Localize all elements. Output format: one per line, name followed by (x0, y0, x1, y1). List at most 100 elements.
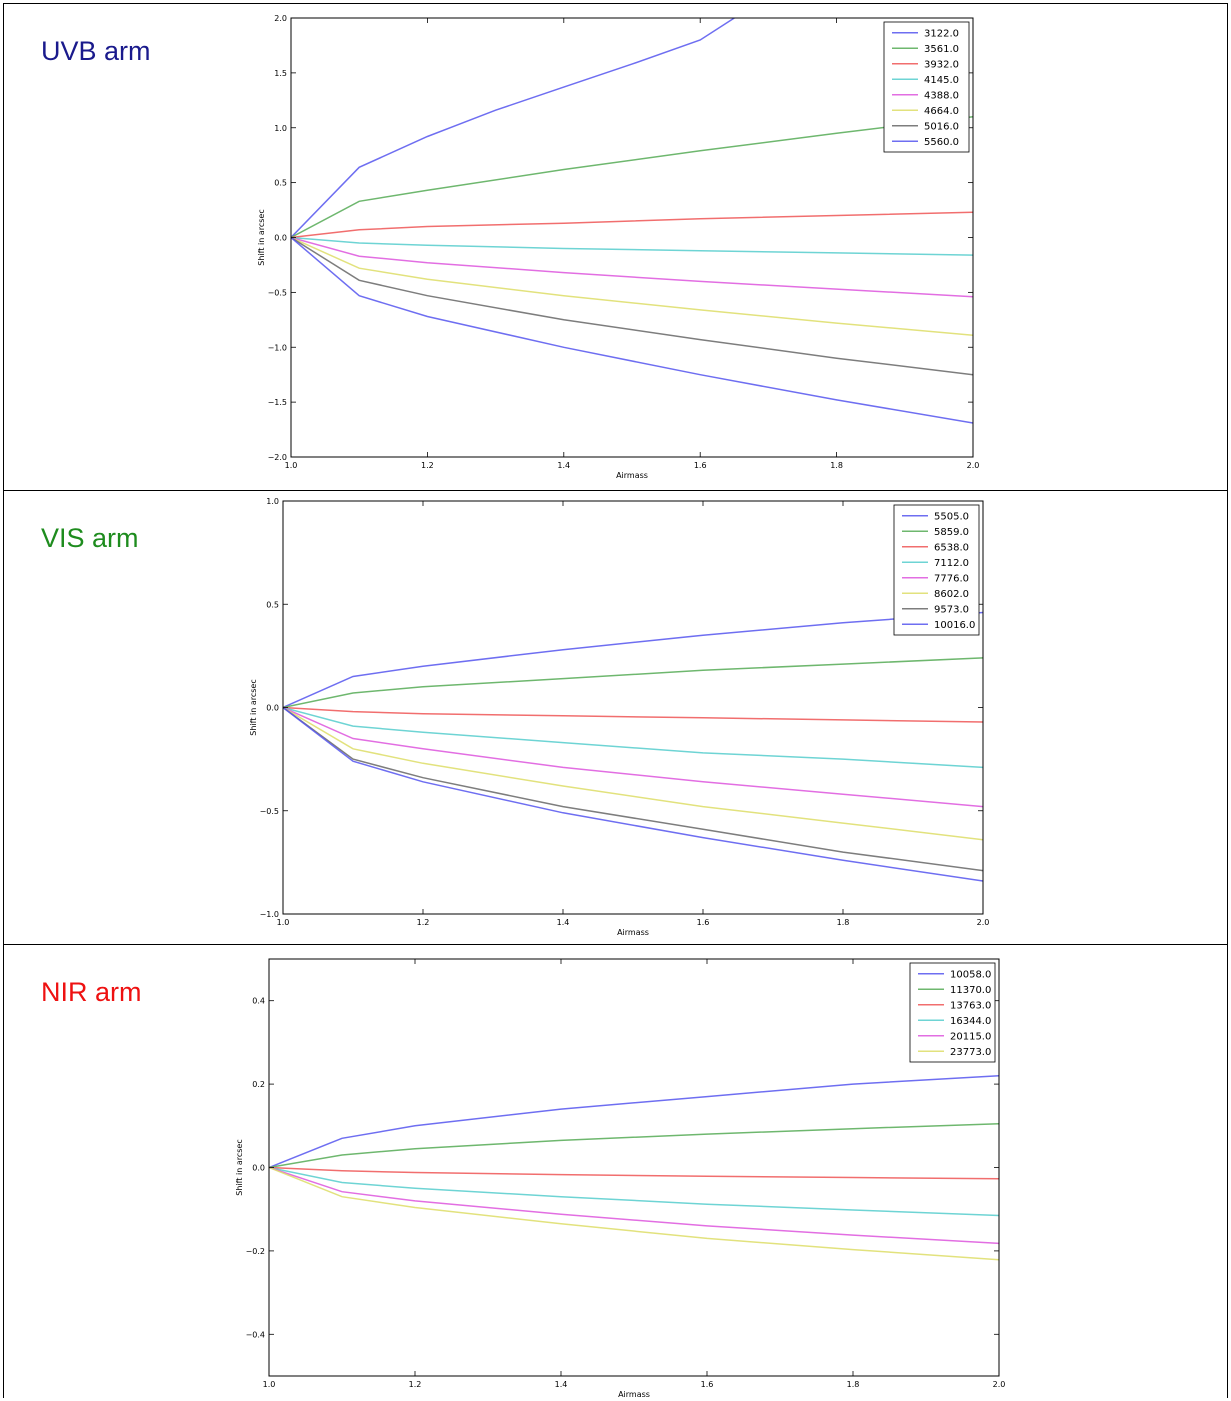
x-tick-label: 2.0 (993, 1380, 1006, 1389)
y-tick-label: −1.0 (260, 910, 279, 919)
x-tick-label: 1.2 (409, 1380, 422, 1389)
legend-label: 7112.0 (934, 558, 969, 569)
legend-label: 8602.0 (934, 589, 969, 600)
series-line-3122.0 (291, 18, 735, 239)
series-line-4388.0 (291, 236, 973, 298)
series-line-5560.0 (291, 236, 973, 424)
series-line-10058.0 (269, 1075, 999, 1169)
vis-panel: VIS arm 1.0 1.2 1.4 1.6 1.8 2.0 −1.0 −0.5 0.0 0.5… (3, 490, 1228, 945)
vis-arm-label: VIS arm (41, 523, 139, 553)
y-tick-label: −2.0 (268, 453, 287, 462)
legend-label: 4388.0 (924, 90, 959, 101)
x-tick-label: 1.0 (263, 1380, 276, 1389)
uvb-arm-label: UVB arm (41, 36, 151, 66)
legend-label: 7776.0 (934, 573, 969, 584)
legend-box (909, 962, 996, 1063)
plot-area (291, 18, 973, 424)
series-line-6538.0 (283, 706, 983, 723)
y-tick-label: 0.0 (266, 704, 279, 713)
series-line-7776.0 (283, 706, 983, 808)
series-line-5859.0 (283, 657, 983, 709)
legend-label: 4145.0 (924, 75, 959, 86)
x-tick-label: 1.0 (277, 918, 290, 927)
x-axis-label: Airmass (617, 928, 649, 937)
series-line-3932.0 (291, 211, 973, 239)
x-tick-label: 2.0 (967, 461, 980, 470)
legend-label: 6538.0 (934, 542, 969, 553)
series-line-3561.0 (291, 116, 973, 239)
vis-chart: 1.0 1.2 1.4 1.6 1.8 2.0 −1.0 −0.5 0.0 0.5 1.0 Airma… (249, 497, 990, 937)
plot-area (283, 611, 983, 882)
x-axis-label: Airmass (616, 471, 648, 480)
legend-label: 10016.0 (934, 620, 975, 631)
legend-label: 5560.0 (924, 137, 959, 148)
legend-label: 13763.0 (950, 1000, 991, 1011)
uvb-chart: 1.0 1.2 1.4 1.6 1.8 2.0 −2.0 −1.5 −1.0 −0.5 0.0 0.5… (257, 14, 980, 480)
legend-label: 20115.0 (950, 1031, 991, 1042)
nir-panel: NIR arm 1.0 1.2 1.4 1.6 1.8 2.0 −0.4 −0.2 0.0 0.2… (3, 944, 1228, 1399)
legend-box (883, 21, 970, 153)
y-tick-label: −0.5 (268, 288, 287, 297)
y-tick-label: −1.0 (268, 343, 287, 352)
legend: 5505.0 5859.0 6538.0 7112.0 7776.0 8602.0 9573… (893, 504, 980, 636)
legend-label: 3561.0 (924, 44, 959, 55)
x-tick-label: 1.4 (555, 1380, 568, 1389)
x-tick-label: 1.0 (285, 461, 298, 470)
legend-label: 23773.0 (950, 1047, 991, 1058)
series-line-16344.0 (269, 1166, 999, 1217)
series-line-13763.0 (269, 1166, 999, 1180)
series-line-10016.0 (283, 706, 983, 882)
x-tick-label: 1.2 (417, 918, 430, 927)
plot-frame (290, 17, 974, 458)
x-tick-label: 1.8 (847, 1380, 860, 1389)
y-tick-label: 0.5 (266, 600, 279, 609)
y-tick-label: 1.5 (274, 69, 287, 78)
plot-frame (282, 500, 984, 915)
series-line-4145.0 (291, 236, 973, 256)
legend: 3122.0 3561.0 3932.0 4145.0 4388.0 4664.0 5016… (883, 21, 970, 153)
legend: 10058.0 11370.0 13763.0 16344.0 20115.0 23773… (909, 962, 996, 1063)
series-line-7112.0 (283, 706, 983, 769)
series-line-4664.0 (291, 236, 973, 336)
y-axis-label: Shift in arcsec (235, 1139, 244, 1195)
y-tick-label: 1.0 (266, 497, 279, 506)
nir-chart: 1.0 1.2 1.4 1.6 1.8 2.0 −0.4 −0.2 0.0 0.2 0.4 Airma… (235, 958, 1006, 1399)
x-tick-label: 1.8 (837, 918, 850, 927)
x-tick-label: 1.8 (830, 461, 843, 470)
y-tick-label: 1.0 (274, 124, 287, 133)
plot-area (269, 1075, 999, 1261)
legend-label: 10058.0 (950, 969, 991, 980)
legend-label: 3932.0 (924, 59, 959, 70)
y-axis-label: Shift in arcsec (257, 209, 266, 265)
series-line-8602.0 (283, 706, 983, 841)
x-tick-label: 1.4 (557, 461, 570, 470)
legend-label: 11370.0 (950, 985, 991, 996)
x-tick-label: 1.6 (694, 461, 707, 470)
legend-label: 5859.0 (934, 527, 969, 538)
legend-label: 5016.0 (924, 121, 959, 132)
series-line-5505.0 (283, 611, 983, 709)
legend-label: 9573.0 (934, 604, 969, 615)
legend-label: 16344.0 (950, 1016, 991, 1027)
y-tick-label: 0.0 (274, 234, 287, 243)
y-tick-label: −0.5 (260, 807, 279, 816)
legend-label: 3122.0 (924, 28, 959, 39)
y-tick-label: 0.2 (252, 1080, 265, 1089)
y-tick-label: −0.4 (246, 1330, 265, 1339)
series-line-9573.0 (283, 706, 983, 872)
x-tick-label: 1.6 (701, 1380, 714, 1389)
nir-arm-label: NIR arm (41, 977, 142, 1007)
uvb-panel: UVB arm 1.0 1.2 1.4 1.6 1.8 2.0 −2.0 −1.5 −1.0 −0… (3, 3, 1228, 491)
series-line-23773.0 (269, 1166, 999, 1261)
legend-label: 4664.0 (924, 106, 959, 117)
x-tick-label: 2.0 (977, 918, 990, 927)
x-axis-label: Airmass (618, 1390, 650, 1399)
y-axis-label: Shift in arcsec (249, 679, 258, 735)
y-tick-label: 0.5 (274, 179, 287, 188)
y-tick-label: −0.2 (246, 1247, 265, 1256)
series-line-11370.0 (269, 1122, 999, 1169)
series-line-5016.0 (291, 236, 973, 376)
y-tick-label: 0.4 (252, 997, 265, 1006)
x-tick-label: 1.4 (557, 918, 570, 927)
legend-box (893, 504, 980, 636)
